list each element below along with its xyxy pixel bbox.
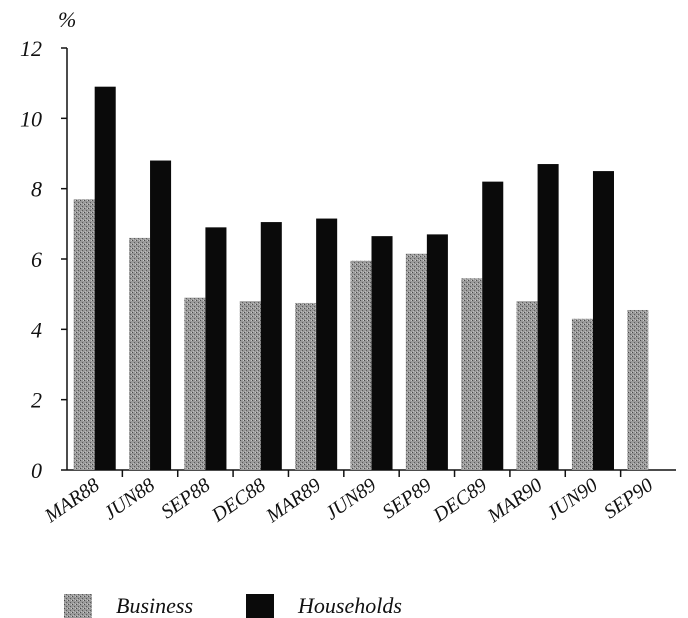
legend-swatch-households xyxy=(246,594,274,618)
x-category-label: MAR88 xyxy=(40,474,103,528)
y-tick-label: 6 xyxy=(31,247,42,272)
x-category-label: SEP89 xyxy=(379,474,436,523)
bars xyxy=(73,86,649,471)
bar-business-jun88 xyxy=(129,237,151,470)
y-tick-label: 10 xyxy=(20,106,42,131)
y-ticks: 0 2 4 6 8 10 12 xyxy=(20,36,67,483)
legend-swatch-business xyxy=(64,594,92,618)
bar-business-dec88 xyxy=(239,301,261,470)
bar-households-mar90 xyxy=(537,164,559,471)
x-category-label: JUN89 xyxy=(321,474,380,525)
legend: Business Households xyxy=(64,593,402,618)
y-tick-label: 4 xyxy=(31,317,42,342)
bar-households-mar88 xyxy=(94,86,116,470)
y-tick-label: 12 xyxy=(20,36,42,61)
bar-business-dec89 xyxy=(461,278,483,470)
bar-households-jun89 xyxy=(371,236,393,470)
bar-households-dec89 xyxy=(482,181,504,470)
x-category-label: JUN90 xyxy=(543,474,602,525)
bar-business-mar89 xyxy=(295,302,317,470)
bar-business-sep88 xyxy=(184,297,206,470)
x-category-label: JUN88 xyxy=(100,474,159,525)
bar-households-sep89 xyxy=(426,234,448,470)
bar-households-dec88 xyxy=(260,222,282,470)
bar-households-sep88 xyxy=(205,227,227,470)
x-category-label: MAR89 xyxy=(262,474,325,528)
x-ticks xyxy=(121,470,622,477)
x-category-label: DEC88 xyxy=(207,474,270,527)
y-tick-label: 8 xyxy=(31,177,42,202)
x-category-label: DEC89 xyxy=(429,474,492,527)
legend-label-households: Households xyxy=(297,593,402,618)
bar-business-sep90 xyxy=(627,309,649,470)
x-category-label: SEP88 xyxy=(157,474,214,523)
x-category-label: SEP90 xyxy=(600,474,657,523)
bar-business-jun90 xyxy=(571,318,593,470)
bar-households-jun90 xyxy=(592,171,614,471)
y-unit-label: % xyxy=(58,7,76,32)
bar-business-mar88 xyxy=(73,199,95,470)
legend-label-business: Business xyxy=(116,593,193,618)
y-tick-label: 2 xyxy=(31,388,42,413)
bar-business-jun89 xyxy=(350,260,372,470)
y-tick-label: 0 xyxy=(31,458,42,483)
bar-business-mar90 xyxy=(516,301,538,470)
bar-households-jun88 xyxy=(150,160,172,471)
x-category-label: MAR90 xyxy=(483,474,546,528)
category-labels: MAR88JUN88SEP88DEC88MAR89JUN89SEP89DEC89… xyxy=(40,474,657,528)
bar-business-sep89 xyxy=(405,253,427,470)
bar-households-mar89 xyxy=(316,218,338,470)
